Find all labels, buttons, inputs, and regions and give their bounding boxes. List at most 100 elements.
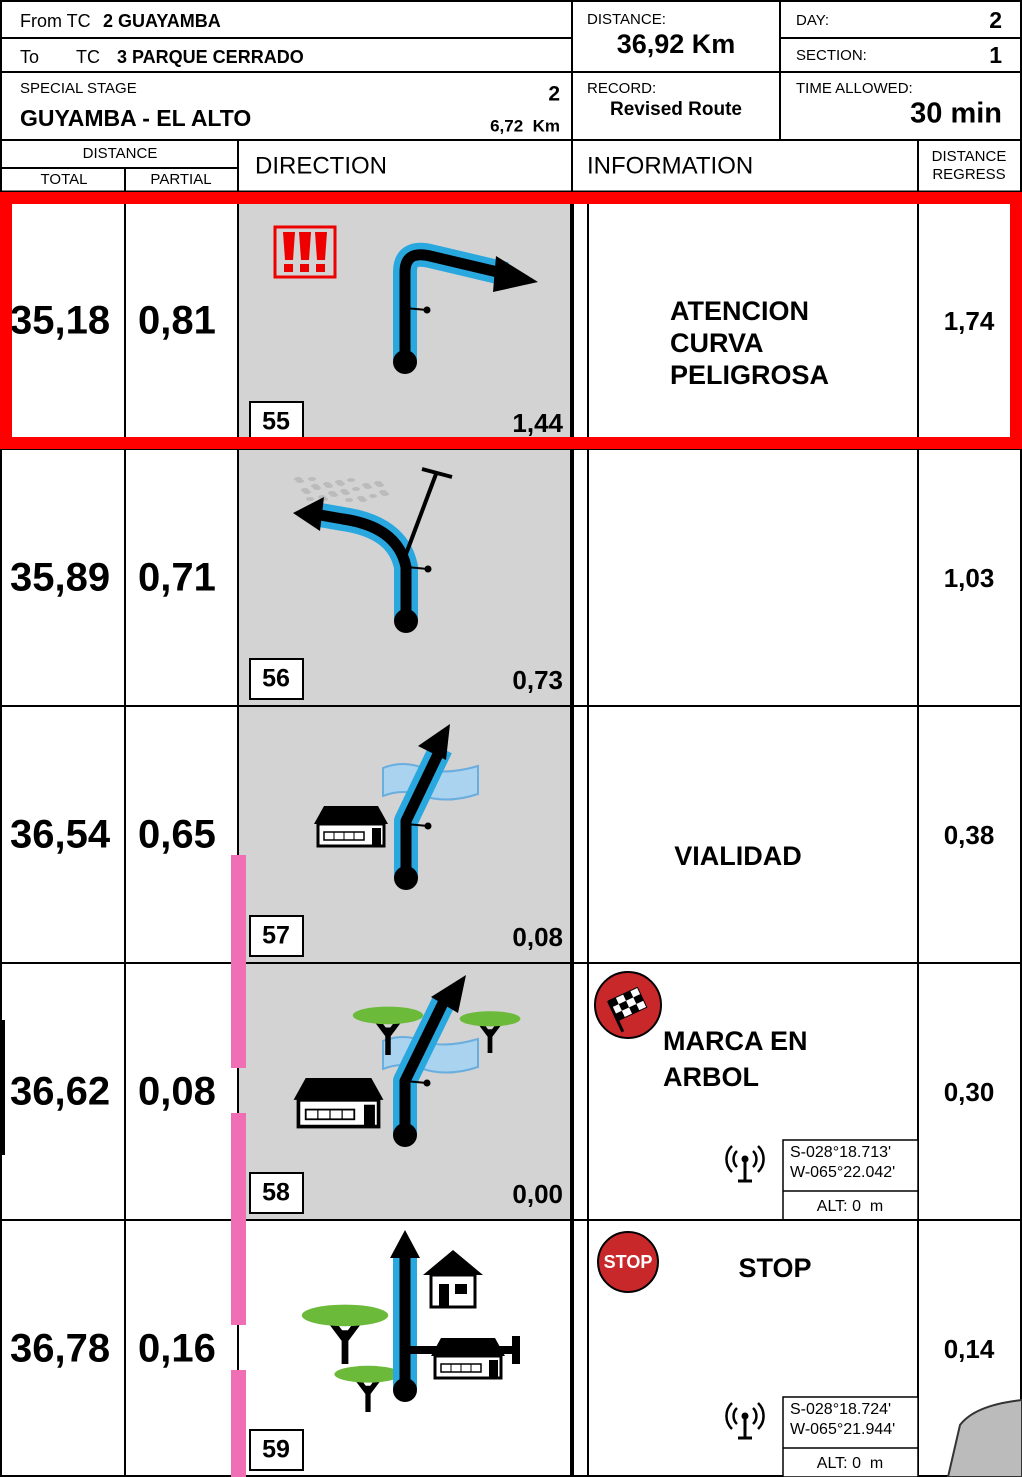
drawing-part: [283, 232, 295, 260]
information-text: ARBOL: [663, 1062, 759, 1092]
stage-name: GUYAMBA - EL ALTO: [20, 105, 251, 131]
column-information: INFORMATION: [587, 152, 753, 179]
case-number: 56: [262, 665, 290, 693]
roadbook-row: 36,78 0,16 59 0,14 STOP STOP S-028°18.724' W-06…: [0, 1219, 1022, 1477]
drawing-part: [393, 350, 417, 374]
drawing-part: [455, 1284, 467, 1294]
time-allowed: 30 min: [910, 98, 1002, 130]
direction-distance: 0,00: [512, 1179, 563, 1209]
column-direction: DIRECTION: [255, 152, 387, 179]
record: Revised Route: [610, 99, 742, 120]
drawing-part: [313, 486, 321, 490]
drawing-part: [423, 1250, 483, 1275]
drawing-part: [404, 473, 438, 555]
drawing-part: [345, 498, 353, 502]
drawing-part: [352, 1006, 424, 1025]
column-regress: DISTANCE: [932, 148, 1007, 165]
distance-label: DISTANCE:: [587, 11, 666, 28]
drawing-part: [725, 1402, 765, 1440]
tulip-diagram: [301, 1230, 520, 1412]
highlight-frame: [0, 192, 1022, 449]
case-number: 55: [262, 408, 290, 436]
drawing-part: [404, 1080, 428, 1084]
drawing-part: [315, 232, 327, 260]
drawing-part: [376, 483, 384, 487]
pink-marker: [231, 1113, 246, 1325]
drawing-part: [493, 256, 538, 292]
drawing-part: [405, 823, 429, 827]
drawing-part: [725, 1145, 765, 1173]
total-distance: 36,54: [10, 813, 111, 857]
drawing-part: [418, 724, 450, 760]
drawing-part: [300, 264, 309, 272]
column-regress: REGRESS: [932, 166, 1005, 183]
pink-marker: [231, 855, 246, 1068]
drawing-part: [294, 477, 389, 502]
drawing-part: [301, 1304, 389, 1327]
drawing-part: [301, 1304, 389, 1365]
number-box: [249, 915, 304, 957]
from-value: 2 GUAYAMBA: [103, 11, 221, 31]
total-distance: 35,89: [10, 556, 110, 600]
drawing-part: [364, 485, 372, 489]
partial-distance: 0,81: [138, 299, 216, 343]
gps-altitude: ALT: 0 m: [817, 1198, 883, 1215]
stop-icon: [597, 1231, 659, 1293]
partial-distance: 0,08: [138, 1070, 216, 1114]
partial-distance: 0,71: [138, 556, 216, 600]
drawing-part: [372, 828, 381, 846]
drawing-part: [293, 1078, 384, 1129]
information-text: STOP: [738, 1253, 811, 1283]
partial-distance: 0,16: [138, 1327, 216, 1371]
number-box: [249, 658, 304, 700]
drawing-part: [607, 986, 648, 1033]
drawing-part: [405, 566, 429, 570]
total-distance: 36,62: [10, 1070, 110, 1114]
drawing-part: [459, 1011, 521, 1027]
edge-marker: [0, 1020, 5, 1155]
to-label: To: [20, 47, 39, 67]
stage-length: 6,72 Km: [490, 116, 560, 135]
direction-distance: 0,73: [512, 665, 563, 695]
drawing-part: [369, 494, 377, 498]
column-total: TOTAL: [41, 171, 88, 188]
regress-distance: 0,30: [944, 1077, 995, 1107]
direction-distance: 0,08: [512, 922, 563, 952]
drawing-part: [314, 806, 388, 824]
drawing-part: [459, 1011, 521, 1054]
drawing-part: [306, 497, 314, 501]
case-number: 57: [262, 922, 290, 950]
drawing-part: [303, 490, 311, 494]
tulip-diagram: [293, 467, 453, 633]
page-curl: [946, 1398, 1022, 1477]
roadbook-row: 35,18 0,81 55 1,44 1,74 ATENCIONCURVAPELIGROS…: [10, 225, 995, 443]
column-distance: DISTANCE: [83, 145, 158, 162]
drawing-part: [431, 975, 466, 1013]
partial-distance: 0,65: [138, 813, 216, 857]
to-value: 3 PARQUE CERRADO: [117, 47, 304, 67]
drawing-part: [429, 1273, 477, 1309]
drawing-part: [316, 264, 325, 272]
drawing-part: [293, 1078, 384, 1100]
regress-distance: 0,14: [944, 1334, 995, 1364]
drawing-part: [393, 1123, 417, 1147]
roadbook-row: 36,54 0,65 57 0,08 0,38 VIALIDAD: [0, 705, 1022, 957]
drawing-part: [607, 1000, 625, 1033]
drawing-part: [390, 1230, 420, 1258]
drawing-part: [334, 1365, 402, 1383]
gps-longitude: W-065°21.944': [790, 1421, 895, 1438]
drawing-part: [296, 479, 304, 483]
rows: 35,18 0,81 55 1,44 1,74 ATENCIONCURVAPELIGROS…: [0, 192, 1022, 1477]
gps-altitude: ALT: 0 m: [817, 1455, 883, 1472]
drawing-part: [489, 1360, 498, 1378]
drawing-part: [629, 1003, 640, 1014]
information-text: CURVA: [670, 328, 764, 358]
case-number: 58: [262, 1179, 290, 1207]
gps-box: [782, 1396, 919, 1477]
number-box: [249, 1429, 304, 1471]
stop-icon-text: STOP: [604, 1252, 653, 1272]
information-text: VIALIDAD: [674, 841, 802, 871]
drawing-part: [347, 478, 355, 482]
drawing-part: [394, 866, 418, 890]
